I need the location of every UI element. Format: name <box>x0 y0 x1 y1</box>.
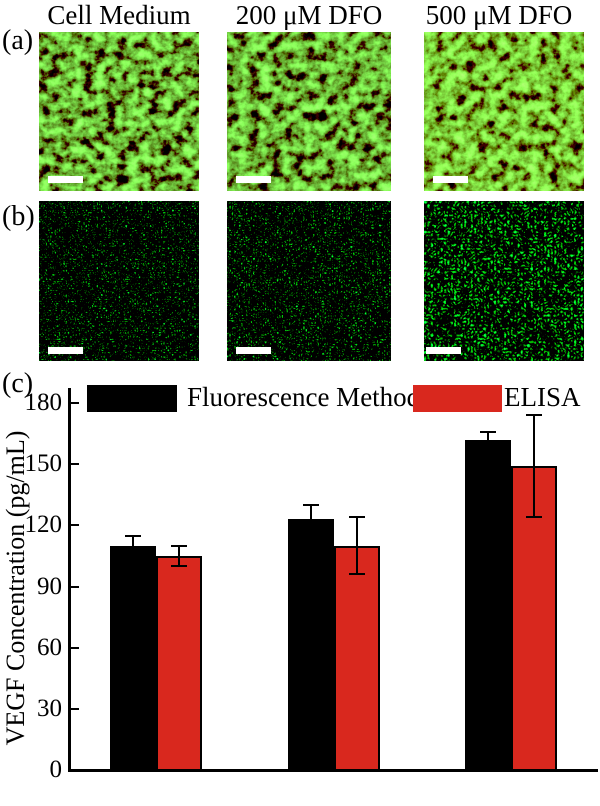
error-bar-cap <box>125 534 141 537</box>
legend-swatch <box>87 385 177 412</box>
column-header-cell-medium: Cell Medium <box>47 0 191 30</box>
scale-bar <box>236 176 271 183</box>
error-bar-cap <box>303 503 319 506</box>
y-tick-label: 120 <box>24 511 63 539</box>
error-bar-cap <box>480 430 496 433</box>
error-bar-line <box>356 517 358 575</box>
y-tick-label: 90 <box>37 572 62 600</box>
error-bar-line <box>178 545 180 567</box>
micrograph-a-500um-dfo <box>424 32 584 191</box>
micrograph-b-cell-medium <box>39 201 199 361</box>
panel-b-label: (b) <box>2 201 35 232</box>
column-header-200um-dfo: 200 μM DFO <box>235 0 383 30</box>
scale-bar <box>48 176 83 183</box>
panel-c-label: (c) <box>2 368 34 399</box>
error-bar-cap <box>303 532 319 535</box>
bar-fluorescence-group1 <box>110 545 156 771</box>
error-bar-cap <box>349 573 365 576</box>
bar-elisa-group2 <box>334 545 380 771</box>
y-tick <box>71 646 79 649</box>
column-header-500um-dfo: 500 μM DFO <box>425 0 573 30</box>
error-bar-cap <box>171 544 187 547</box>
bar-elisa-group1 <box>156 555 202 771</box>
y-tick-label: 30 <box>37 694 62 722</box>
bar-fluorescence-group2 <box>288 519 334 771</box>
y-tick-label: 150 <box>24 450 63 478</box>
error-bar-line <box>310 504 312 534</box>
scale-bar <box>433 176 468 183</box>
micrograph-b-200um-dfo <box>227 201 391 361</box>
legend-label-elisa: ELISA <box>504 382 581 412</box>
y-tick <box>71 524 79 527</box>
legend-label-fluorescence-method: Fluorescence Method <box>187 382 421 412</box>
y-tick <box>71 769 79 771</box>
error-bar-line <box>533 415 535 518</box>
panel-a-label: (a) <box>2 25 34 56</box>
scale-bar <box>48 347 83 354</box>
y-tick <box>71 707 79 710</box>
y-tick-label: 60 <box>37 633 62 661</box>
y-tick-label: 180 <box>24 389 63 416</box>
y-axis-line <box>68 388 71 771</box>
error-bar-cap <box>526 516 542 519</box>
bar-fluorescence-group3 <box>465 439 511 771</box>
error-bar-cap <box>171 565 187 568</box>
scale-bar <box>426 347 461 354</box>
y-tick <box>71 402 79 404</box>
micrograph-a-200um-dfo <box>227 32 391 191</box>
micrograph-b-500um-dfo <box>424 201 584 361</box>
error-bar-line <box>132 535 134 556</box>
error-bar-cap <box>526 414 542 417</box>
y-tick-label: 0 <box>49 756 63 783</box>
error-bar-line <box>487 431 489 448</box>
scale-bar <box>236 347 271 354</box>
y-tick <box>71 463 79 466</box>
error-bar-cap <box>349 516 365 519</box>
legend-swatch <box>413 385 502 412</box>
micrograph-a-cell-medium <box>39 32 199 191</box>
y-tick <box>71 585 79 588</box>
error-bar-cap <box>125 554 141 557</box>
error-bar-cap <box>480 446 496 449</box>
